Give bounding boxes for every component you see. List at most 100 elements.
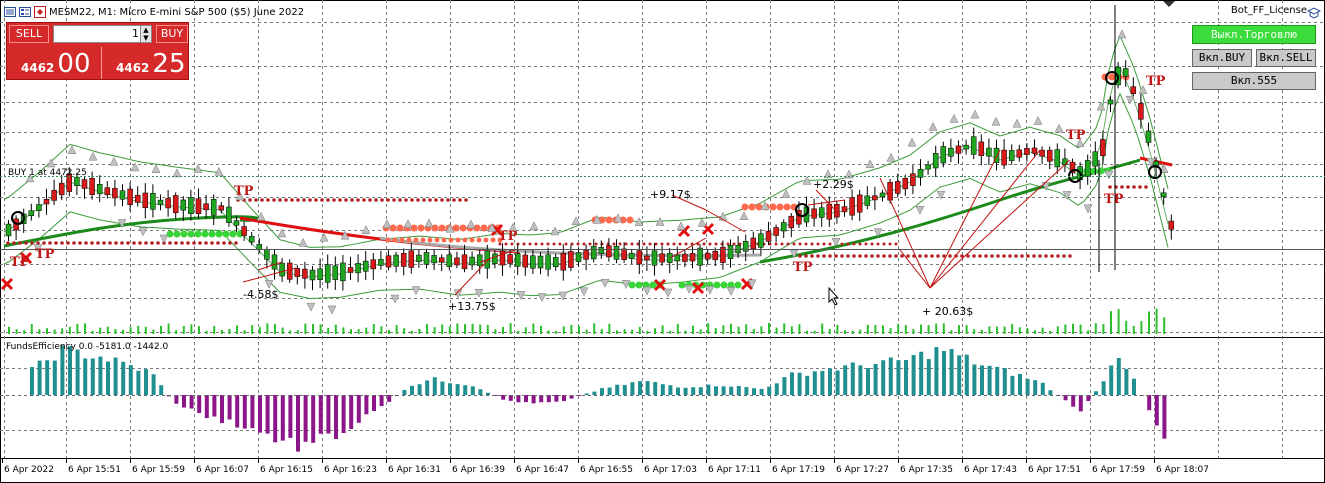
level-dot [936, 254, 940, 258]
candle-body [674, 254, 681, 262]
resistance-dot [284, 198, 288, 202]
histogram-bar-positive [987, 365, 992, 395]
volume-bar [258, 327, 261, 334]
histogram-bar-positive [850, 362, 855, 395]
time-label: 6 Apr 17:43 [964, 465, 1017, 475]
histogram-bar-negative [182, 395, 186, 408]
candle-body [666, 253, 673, 263]
menu-icon[interactable] [4, 6, 16, 18]
level-dot [504, 242, 508, 246]
support-dot [84, 241, 88, 245]
fractal-arrow-icon [1146, 158, 1156, 168]
support-dot [210, 241, 214, 245]
level-dot [924, 254, 928, 258]
candle-body [1100, 139, 1106, 156]
histogram-bar-positive [1094, 391, 1098, 395]
candle-body [773, 227, 779, 236]
candle-body [552, 257, 559, 267]
fractal-arrow-icon [915, 206, 925, 215]
candle-body [378, 259, 384, 266]
fractal-arrow-icon [327, 305, 337, 315]
sell-on-button[interactable]: Вкл.SELL [1256, 49, 1316, 67]
histogram-bar-negative [524, 395, 528, 403]
support-dot [36, 241, 40, 245]
volume-bar [661, 325, 664, 334]
lot-spinner-icon[interactable]: ▲ ▼ [140, 25, 152, 43]
histogram-bar-positive [1033, 380, 1038, 395]
fractal-arrow-icon [970, 109, 980, 119]
sell-signal-dot [490, 237, 496, 243]
fractal-arrow-icon [697, 217, 707, 227]
histogram-bar-positive [736, 386, 741, 395]
candle-body [438, 257, 445, 263]
level-dot [1138, 185, 1142, 189]
histogram-bar-positive [683, 387, 688, 395]
histogram-bar-positive [1040, 382, 1045, 395]
level-dot [816, 254, 820, 258]
volume-bar [1003, 326, 1006, 334]
buy-signal-dot [173, 230, 181, 238]
fractal-arrow-icon [726, 287, 736, 296]
histogram-bar-positive [607, 387, 612, 395]
trading-off-button[interactable]: Выкл.Торговлю [1192, 25, 1316, 44]
chart-list-icon[interactable] [19, 6, 31, 18]
level-dot [498, 242, 502, 246]
volume-bar [198, 326, 200, 334]
sell-button[interactable]: SELL [9, 25, 49, 43]
support-dot [90, 241, 94, 245]
histogram-bar-negative [296, 395, 300, 452]
histogram-bar-negative [220, 395, 224, 424]
scroll-marker-icon[interactable] [1163, 1, 1175, 7]
level-dot [984, 254, 988, 258]
candle-body [955, 145, 962, 154]
sell-signal-dot [399, 237, 405, 243]
candle-body [879, 192, 886, 198]
trade-line [671, 194, 707, 211]
trade-icon[interactable] [34, 6, 46, 18]
volume-bar [122, 329, 124, 334]
support-dot [126, 241, 130, 245]
volume-bar [350, 329, 352, 334]
volume-bar [768, 323, 770, 334]
candle-body [104, 187, 111, 196]
histogram-bar-negative [562, 395, 566, 401]
resistance-dot [452, 198, 456, 202]
buy-signal-dot [180, 230, 188, 238]
buy-on-button[interactable]: Вкл.BUY [1192, 49, 1252, 67]
candle-body [970, 136, 977, 155]
sell-signal-dot [476, 237, 482, 243]
sell-price[interactable]: 4462 00 [21, 47, 91, 79]
volume-bar [114, 329, 117, 334]
buy-button[interactable]: BUY [156, 25, 188, 43]
fractal-arrow-icon [1138, 85, 1148, 94]
fractal-arrow-icon [558, 291, 568, 301]
buy-price[interactable]: 4462 25 [116, 47, 186, 79]
level-dot [798, 254, 802, 258]
volume-bar [304, 323, 307, 334]
buy-signal-dot [208, 230, 216, 238]
candle-body [1008, 150, 1015, 161]
histogram-bar-positive [638, 381, 642, 395]
order-marker-icon [795, 203, 809, 217]
lot-size-input[interactable]: 1 [53, 25, 152, 43]
fractal-arrow-icon [571, 216, 581, 226]
candle-body [81, 179, 88, 189]
level-dot [978, 254, 982, 258]
sell-signal-dot [741, 203, 749, 211]
volume-bar [175, 330, 178, 334]
sell-signal-dot [755, 203, 763, 211]
histogram-bar-positive [843, 365, 848, 395]
histogram-bar-negative [341, 395, 346, 434]
histogram-bar-positive [1025, 378, 1030, 395]
555-on-button[interactable]: Вкл.555 [1192, 72, 1316, 90]
level-dot [732, 242, 736, 246]
volume-bar [790, 326, 793, 334]
level-dot [858, 254, 862, 258]
histogram-bar-negative [311, 395, 316, 443]
fractal-arrow-icon [1159, 164, 1169, 173]
level-dot [840, 242, 844, 246]
order-marker-icon [1148, 165, 1162, 179]
candle-body [864, 195, 871, 206]
